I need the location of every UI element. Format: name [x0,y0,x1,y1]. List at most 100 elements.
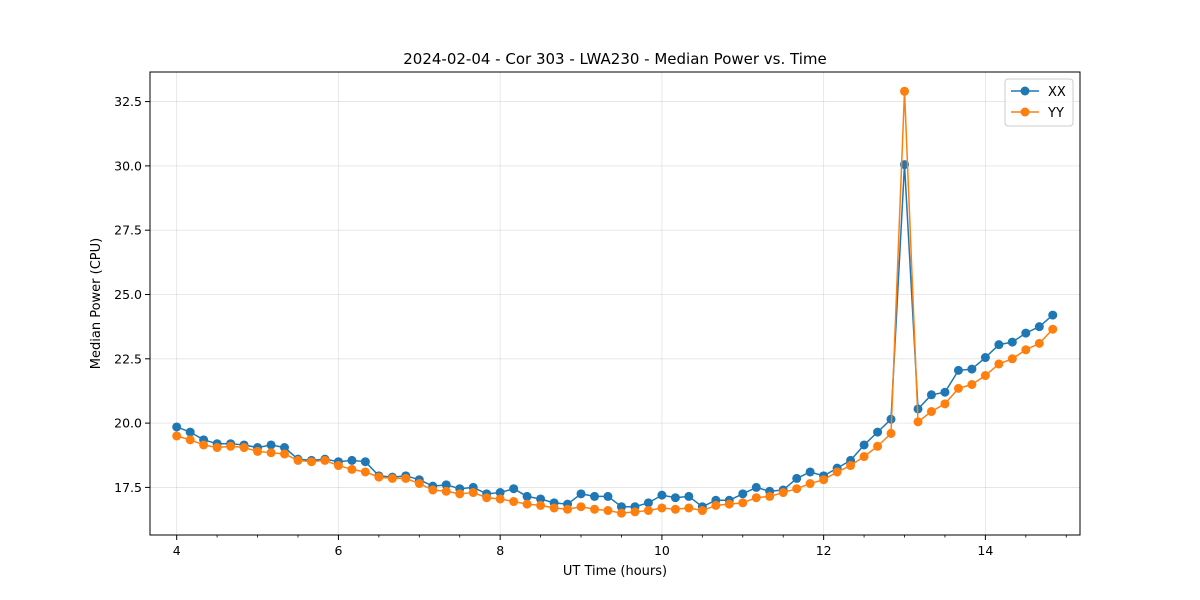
data-point-xx [670,493,680,503]
data-point-yy [765,491,775,501]
data-point-yy [279,449,289,459]
series-yy [172,86,1058,518]
data-point-yy [967,380,977,390]
data-point-yy [940,399,950,409]
data-point-yy [724,499,734,509]
data-point-yy [684,503,694,513]
x-tick-label: 4 [173,543,181,558]
data-point-yy [1021,345,1031,355]
data-point-yy [792,484,802,494]
data-point-yy [926,407,936,417]
grid [150,72,1080,535]
y-tick-label: 27.5 [114,223,142,238]
data-point-xx [926,390,936,400]
data-point-xx [522,491,532,501]
data-point-xx [441,480,451,490]
legend-label-xx: XX [1048,85,1066,100]
data-point-xx [1007,337,1017,347]
data-point-yy [387,473,397,483]
data-point-yy [886,428,896,438]
data-point-yy [212,443,222,453]
data-point-xx [616,502,626,512]
data-point-yy [441,486,451,496]
data-point-yy [374,472,384,482]
data-point-yy [428,485,438,495]
data-point-xx [536,494,546,504]
data-point-yy [509,497,519,507]
data-point-yy [873,441,883,451]
data-point-yy [455,489,465,499]
data-point-yy [468,488,478,498]
data-point-xx [643,498,653,508]
data-point-xx [360,457,370,467]
data-point-yy [832,467,842,477]
data-point-xx [509,484,519,494]
data-point-xx [953,365,963,375]
data-point-yy [616,508,626,518]
legend: XX YY [1004,78,1074,127]
data-point-yy [630,507,640,517]
y-tick-label: 30.0 [114,158,142,173]
data-point-xx [738,489,748,499]
data-point-yy [536,500,546,510]
data-point-xx [873,427,883,437]
data-point-yy [360,467,370,477]
data-point-yy [172,431,182,441]
x-tick-label: 8 [496,543,504,558]
data-point-xx [751,482,761,492]
x-tick-label: 6 [334,543,342,558]
y-axis: 17.5 20.0 22.5 25.0 27.5 30.0 32.5 [114,94,150,495]
y-tick-label: 32.5 [114,94,142,109]
data-point-xx [1034,322,1044,332]
data-point-xx [967,364,977,374]
data-point-xx [590,491,600,501]
data-point-xx [576,489,586,499]
data-point-xx [994,340,1004,350]
data-point-yy [482,493,492,503]
data-point-yy [711,500,721,510]
data-point-yy [900,86,910,96]
data-point-xx [266,440,276,450]
data-point-xx [172,422,182,432]
legend-marker-xx [1020,86,1030,96]
x-axis-label: UT Time (hours) [563,564,667,579]
data-point-yy [1034,338,1044,348]
data-point-yy [751,493,761,503]
data-point-yy [266,448,276,458]
data-point-yy [1048,324,1058,334]
y-axis-label: Median Power (CPU) [89,238,104,369]
data-point-xx [603,491,613,501]
data-point-yy [226,441,236,451]
y-tick-label: 17.5 [114,480,142,495]
data-point-yy [590,504,600,514]
data-point-xx [1021,328,1031,338]
y-tick-label: 20.0 [114,416,142,431]
y-tick-label: 25.0 [114,287,142,302]
data-point-yy [563,504,573,514]
x-axis: 4 6 8 10 12 14 [173,535,1067,558]
legend-label-yy: YY [1047,106,1064,121]
data-point-yy [333,461,343,471]
data-point-yy [913,417,923,427]
data-point-yy [643,506,653,516]
data-point-yy [697,506,707,516]
series-layer [172,86,1058,518]
data-point-yy [307,457,316,467]
y-tick-label: 22.5 [114,351,142,366]
x-tick-label: 14 [977,543,993,558]
data-point-yy [495,494,505,504]
data-point-yy [859,452,869,462]
data-point-xx [980,353,990,363]
data-point-yy [994,359,1004,369]
data-point-yy [414,479,424,489]
data-point-yy [549,503,559,513]
data-point-yy [293,455,303,465]
data-point-yy [576,502,586,512]
data-point-xx [684,491,694,501]
data-point-yy [846,461,856,471]
data-point-yy [657,503,667,513]
data-point-yy [980,371,990,381]
data-point-yy [953,383,963,393]
